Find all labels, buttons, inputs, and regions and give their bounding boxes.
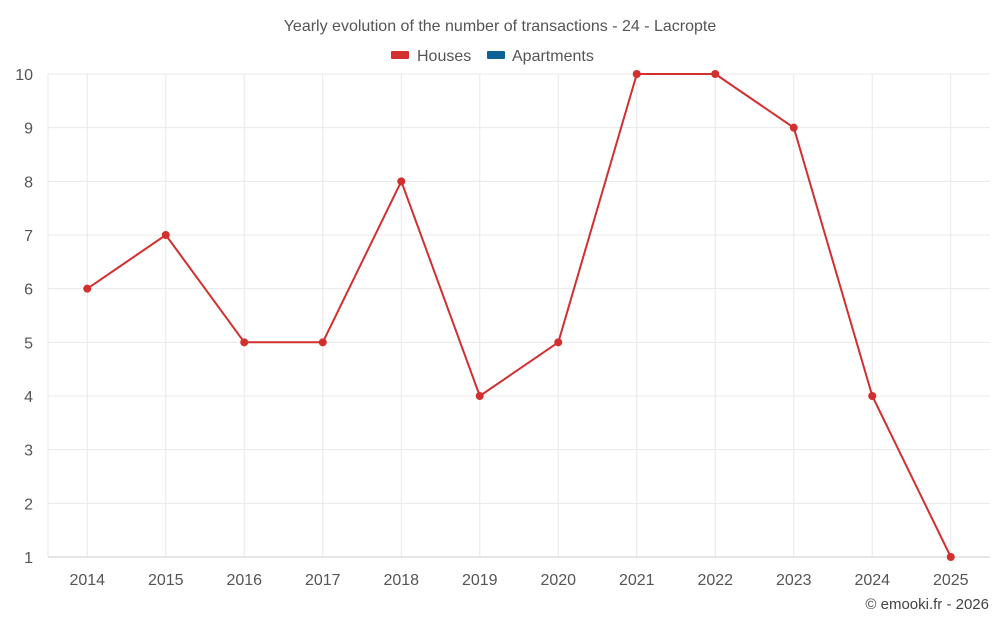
y-tick-label: 2 [24, 496, 33, 513]
y-tick-label: 5 [24, 335, 33, 352]
grid [48, 73, 990, 557]
chart-title: Yearly evolution of the number of transa… [284, 18, 717, 35]
x-axis-ticks: 2014 2015 2016 2017 2018 2019 2020 2021 2022 2023… [69, 572, 968, 589]
y-tick-label: 8 [24, 174, 33, 191]
y-tick-label: 1 [24, 550, 33, 567]
y-tick-label: 7 [24, 228, 33, 245]
series [83, 70, 955, 561]
credit-text: © emooki.fr - 2026 [865, 596, 989, 613]
data-point-houses-2020[interactable] [554, 338, 563, 347]
y-tick-label: 3 [24, 443, 33, 460]
y-tick-label: 4 [24, 389, 33, 406]
legend-swatch-houses [391, 51, 409, 59]
data-point-houses-2024[interactable] [868, 392, 877, 400]
data-point-houses-2016[interactable] [240, 338, 249, 347]
data-point-houses-2018[interactable] [397, 177, 406, 186]
legend-item-apartments[interactable]: Apartments [487, 48, 594, 65]
y-tick-label: 10 [15, 67, 33, 84]
legend-label-houses: Houses [417, 48, 471, 65]
data-point-houses-2014[interactable] [83, 284, 92, 293]
data-point-houses-2015[interactable] [161, 231, 170, 239]
legend-swatch-apartments [487, 51, 505, 59]
x-tick-label: 2016 [226, 572, 262, 589]
y-axis-ticks: 1 2 3 4 5 6 7 8 9 10 [15, 67, 33, 567]
data-point-houses-2017[interactable] [318, 338, 327, 347]
data-point-houses-2021[interactable] [632, 70, 641, 78]
data-point-houses-2025[interactable] [946, 553, 955, 561]
x-tick-label: 2021 [619, 572, 655, 589]
legend-item-houses[interactable]: Houses [391, 48, 471, 65]
x-tick-label: 2014 [69, 572, 105, 589]
data-point-houses-2023[interactable] [789, 123, 798, 132]
legend: Houses Apartments [391, 48, 594, 65]
series-line-houses [86, 73, 952, 558]
data-point-houses-2022[interactable] [711, 70, 720, 78]
x-tick-label: 2020 [540, 572, 576, 589]
y-tick-label: 6 [24, 282, 33, 299]
legend-label-apartments: Apartments [512, 48, 594, 65]
x-tick-label: 2018 [383, 572, 419, 589]
data-point-houses-2019[interactable] [475, 392, 484, 400]
x-tick-label: 2015 [148, 572, 184, 589]
x-tick-label: 2025 [933, 572, 969, 589]
x-tick-label: 2017 [305, 572, 341, 589]
x-tick-label: 2022 [697, 572, 733, 589]
x-tick-label: 2023 [776, 572, 812, 589]
y-tick-label: 9 [24, 121, 33, 138]
x-tick-label: 2024 [854, 572, 890, 589]
axes [47, 74, 990, 558]
x-tick-label: 2019 [462, 572, 498, 589]
